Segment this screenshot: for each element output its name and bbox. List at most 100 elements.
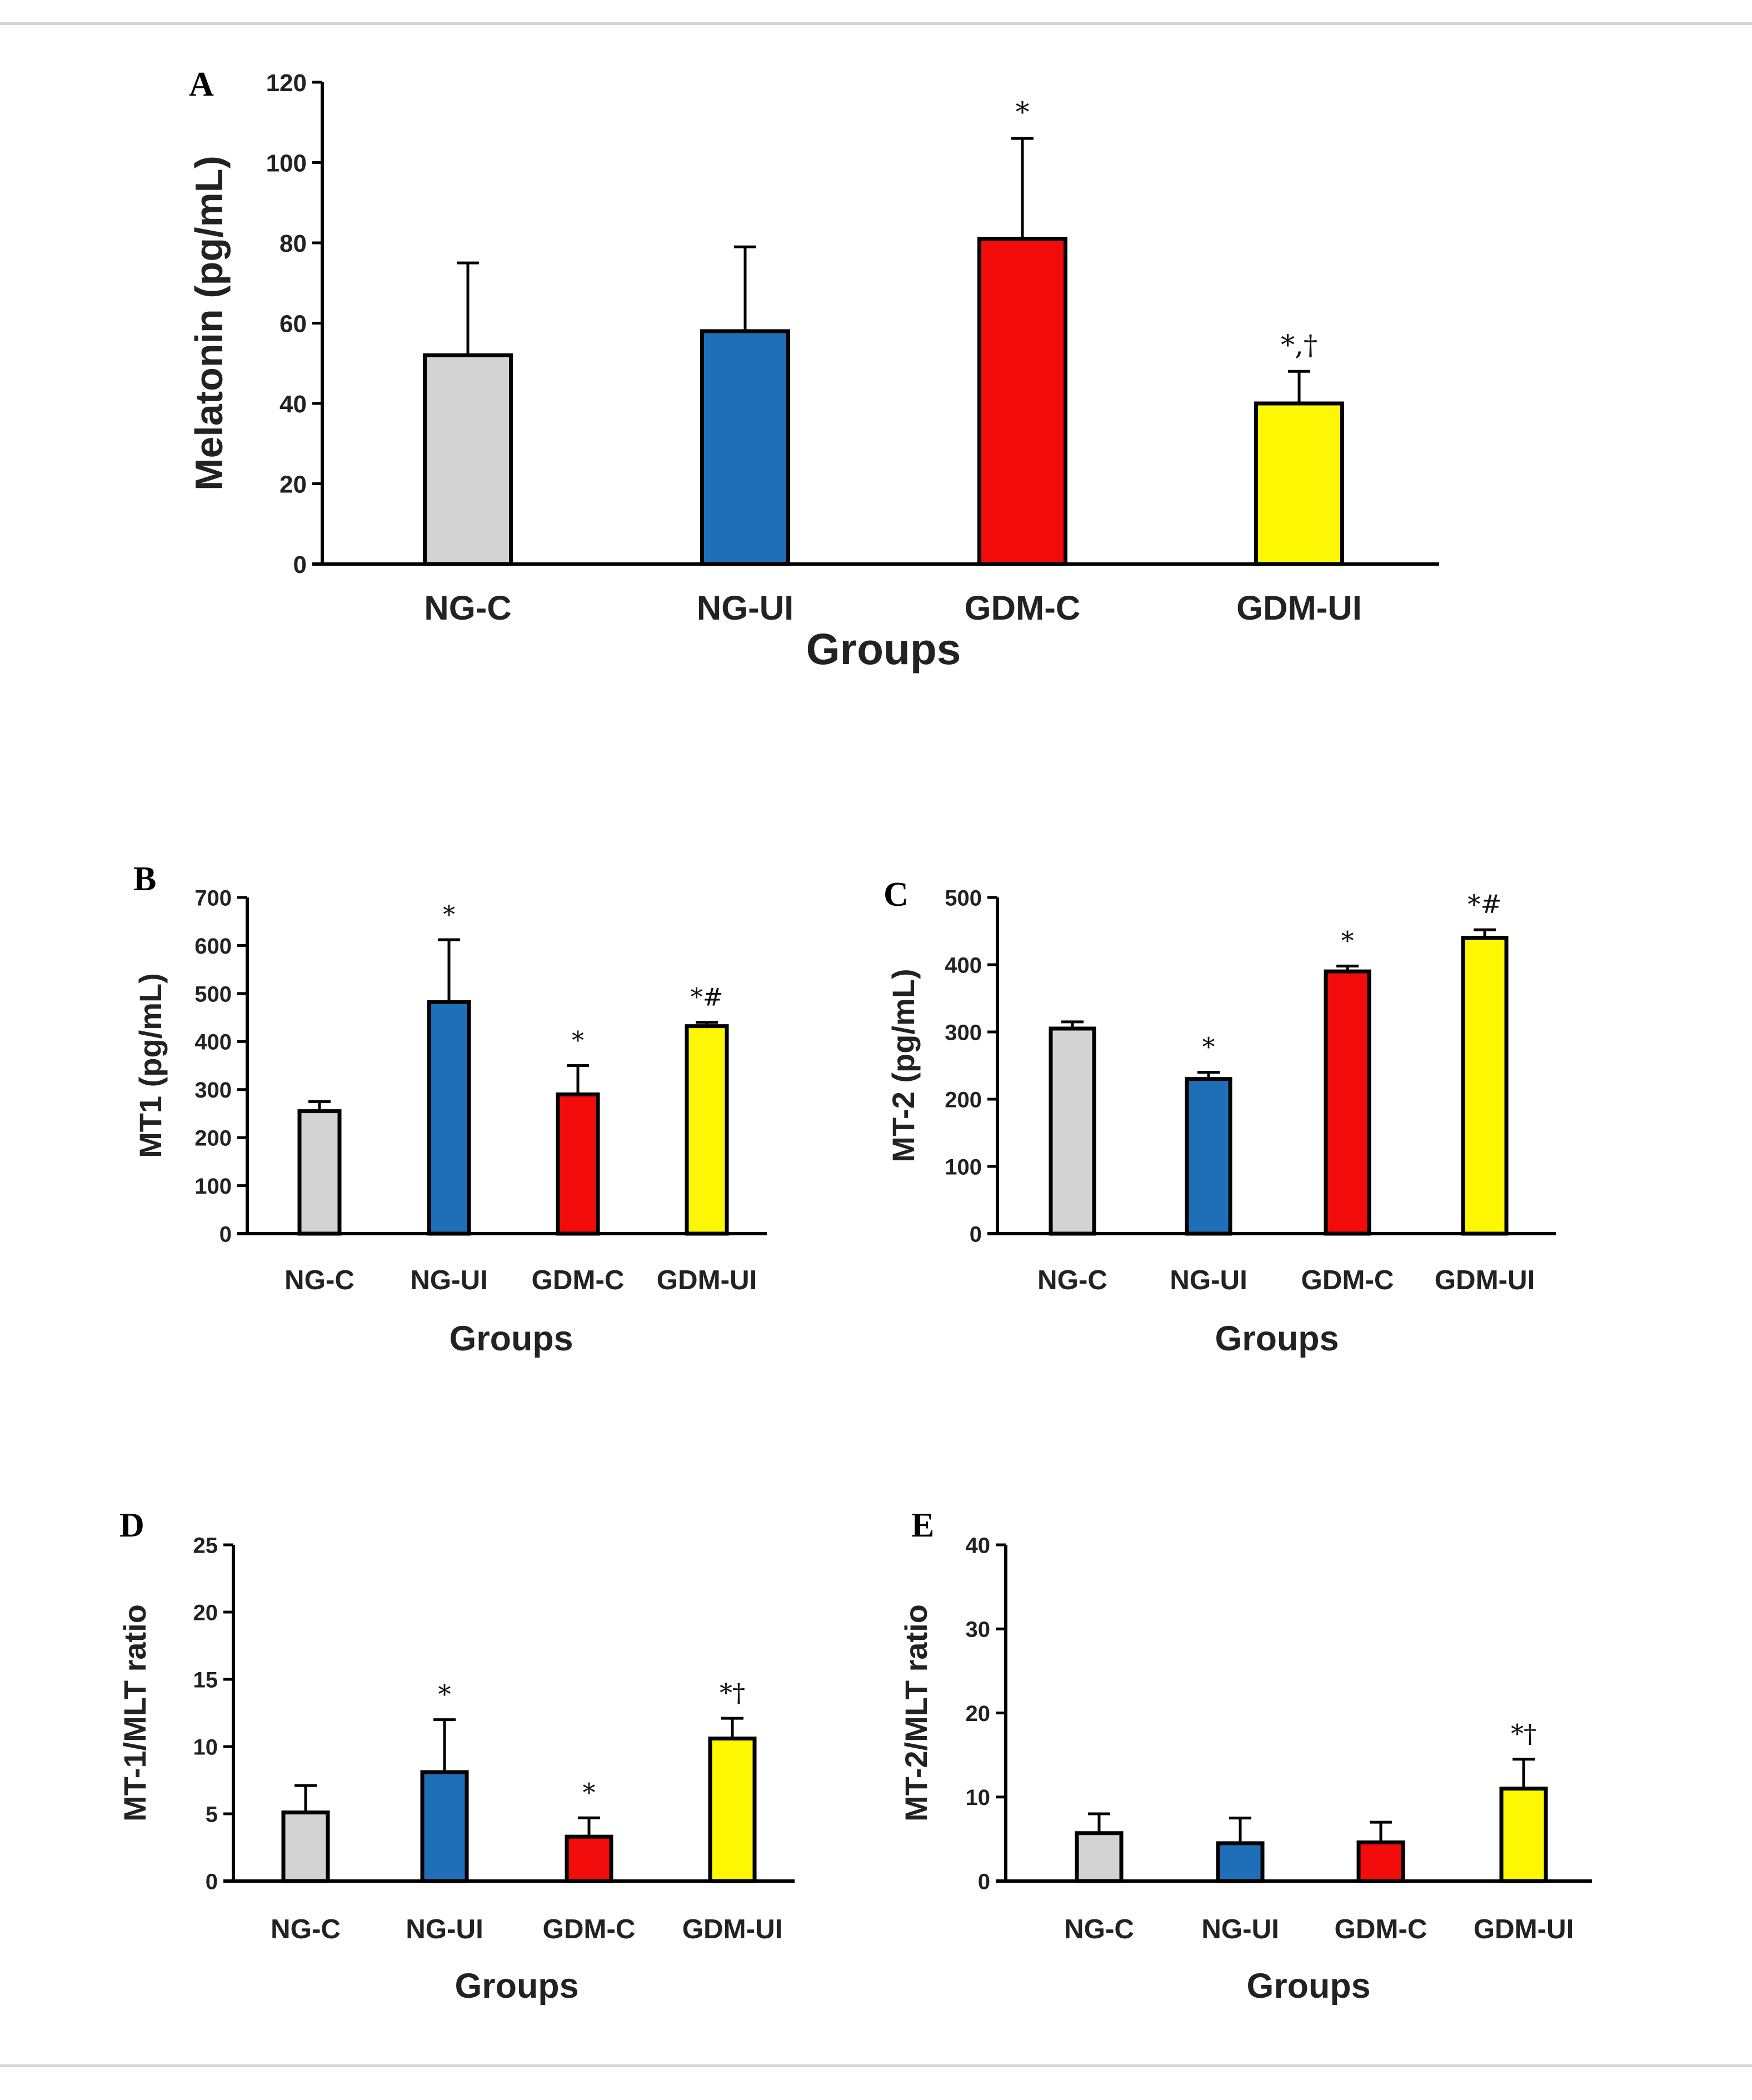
bar-gdm-c	[1356, 1840, 1405, 1883]
bar-gdm-ui	[1254, 401, 1344, 566]
x-category-label: GDM-UI	[1435, 1265, 1535, 1295]
bar-ng-ui	[1216, 1841, 1265, 1883]
significance-mark: *#	[691, 984, 723, 1012]
x-category-label: NG-UI	[1170, 1265, 1247, 1295]
x-category-label: GDM-UI	[657, 1265, 757, 1295]
significance-mark: *	[583, 1777, 596, 1807]
x-axis-title: Groups	[455, 1967, 578, 2006]
x-category-label: GDM-UI	[1474, 1914, 1574, 1944]
x-category-label: NG-C	[1064, 1914, 1134, 1944]
y-tick-label: 0	[219, 1222, 232, 1246]
y-tick-label: 500	[194, 982, 232, 1006]
y-tick-label: 40	[966, 1533, 991, 1558]
bar-gdm-ui	[1461, 936, 1509, 1236]
panel-label: E	[911, 1507, 934, 1544]
y-tick-label: 20	[193, 1600, 218, 1625]
significance-mark: *	[1341, 925, 1354, 955]
x-category-label: NG-C	[271, 1914, 341, 1944]
y-tick-label: 80	[279, 230, 307, 257]
x-axis-title: Groups	[806, 625, 961, 674]
significance-mark: *†	[1511, 1719, 1536, 1749]
x-category-label: GDM-UI	[682, 1914, 783, 1944]
y-tick-label: 0	[970, 1222, 982, 1246]
x-category-label: GDM-C	[543, 1914, 636, 1944]
y-tick-label: 600	[194, 934, 232, 959]
y-tick-label: 400	[194, 1030, 232, 1055]
chart-panel-b: B 0 100 200 300 400 500 600 700 MT1 (pg/mL) NG-C * N…	[133, 860, 767, 1358]
bar-gdm-ui	[685, 1024, 729, 1236]
x-category-label: GDM-C	[1335, 1914, 1427, 1944]
y-tick-label: 200	[945, 1088, 982, 1112]
y-tick-label: 700	[194, 886, 232, 910]
y-tick-label: 500	[945, 886, 982, 910]
y-tick-label: 300	[194, 1078, 232, 1103]
y-tick-label: 200	[194, 1126, 232, 1151]
significance-mark: *	[1202, 1032, 1215, 1062]
y-tick-label: 0	[293, 551, 307, 578]
y-axis-title: MT-2 (pg/mL)	[886, 969, 921, 1162]
bar-gdm-ui	[708, 1736, 757, 1883]
x-category-label: NG-UI	[1201, 1914, 1279, 1944]
significance-mark: *#	[1468, 889, 1502, 919]
x-category-label: NG-UI	[697, 589, 794, 627]
bar-gdm-c	[1324, 969, 1371, 1236]
y-tick-label: 30	[966, 1618, 991, 1642]
x-category-label: NG-UI	[406, 1914, 483, 1944]
x-category-label: NG-C	[1037, 1265, 1107, 1295]
significance-mark: *	[1016, 96, 1030, 128]
bar-ng-ui	[420, 1770, 469, 1883]
bar-ng-ui	[1185, 1077, 1232, 1236]
y-tick-label: 100	[194, 1174, 232, 1199]
x-category-label: GDM-C	[532, 1265, 625, 1295]
panel-label: B	[133, 860, 156, 898]
panel-label: D	[119, 1507, 144, 1544]
y-tick-label: 10	[193, 1735, 218, 1759]
y-tick-label: 25	[193, 1533, 218, 1558]
bar-ng-c	[297, 1109, 342, 1236]
top-divider	[0, 22, 1752, 25]
y-tick-label: 40	[279, 391, 307, 418]
x-axis-title: Groups	[1246, 1967, 1370, 2006]
x-axis-title: Groups	[1215, 1319, 1339, 1358]
significance-mark: *	[443, 901, 455, 929]
significance-mark: *	[438, 1679, 451, 1709]
chart-panel-d: D 0 5 10 15 20 25 MT-1/MLT ratio NG-C * NG-UI * GDM-…	[117, 1507, 795, 2006]
y-axis-title: MT-1/MLT ratio	[117, 1604, 152, 1822]
significance-mark: *,†	[1281, 329, 1317, 361]
bar-gdm-ui	[1499, 1787, 1548, 1883]
bar-ng-ui	[700, 329, 790, 566]
x-category-label: NG-C	[424, 589, 511, 627]
significance-mark: *	[572, 1027, 584, 1055]
significance-mark: *†	[720, 1678, 745, 1708]
y-tick-label: 0	[978, 1869, 990, 1894]
bottom-divider	[0, 2064, 1752, 2067]
y-axis-title: MT1 (pg/mL)	[133, 973, 168, 1158]
y-tick-label: 10	[966, 1785, 991, 1810]
bar-ng-c	[281, 1810, 330, 1883]
y-tick-label: 15	[193, 1668, 218, 1692]
y-tick-label: 20	[966, 1702, 991, 1726]
panel-label: C	[884, 876, 909, 914]
y-tick-label: 100	[945, 1155, 982, 1179]
y-tick-label: 5	[206, 1802, 218, 1827]
y-tick-label: 400	[945, 953, 982, 977]
bar-gdm-c	[556, 1092, 600, 1236]
y-axis-title: MT-2/MLT ratio	[899, 1604, 934, 1822]
y-tick-label: 0	[206, 1869, 218, 1894]
chart-panel-c: C 0 100 200 300 400 500 MT-2 (pg/mL) NG-C * NG-UI *…	[884, 876, 1556, 1358]
chart-panel-a: A 0 20 40 60 80 100 120 Melatonin (pg/mL) NG-C NG-…	[187, 66, 1439, 674]
y-tick-label: 60	[279, 310, 307, 337]
x-category-label: GDM-UI	[1236, 589, 1362, 627]
y-axis-title: Melatonin (pg/mL)	[187, 156, 231, 491]
x-axis-title: Groups	[449, 1319, 573, 1358]
x-category-label: NG-UI	[410, 1265, 488, 1295]
bar-ng-c	[1075, 1831, 1124, 1883]
y-tick-label: 20	[279, 471, 307, 498]
x-category-label: GDM-C	[965, 589, 1081, 627]
bar-gdm-c	[565, 1834, 613, 1883]
bar-ng-c	[423, 353, 513, 566]
y-tick-label: 100	[266, 149, 307, 177]
bar-gdm-c	[977, 237, 1067, 566]
chart-panel-e: E 0 10 20 30 40 MT-2/MLT ratio NG-C NG-UI GDM-C *†…	[899, 1507, 1592, 2006]
